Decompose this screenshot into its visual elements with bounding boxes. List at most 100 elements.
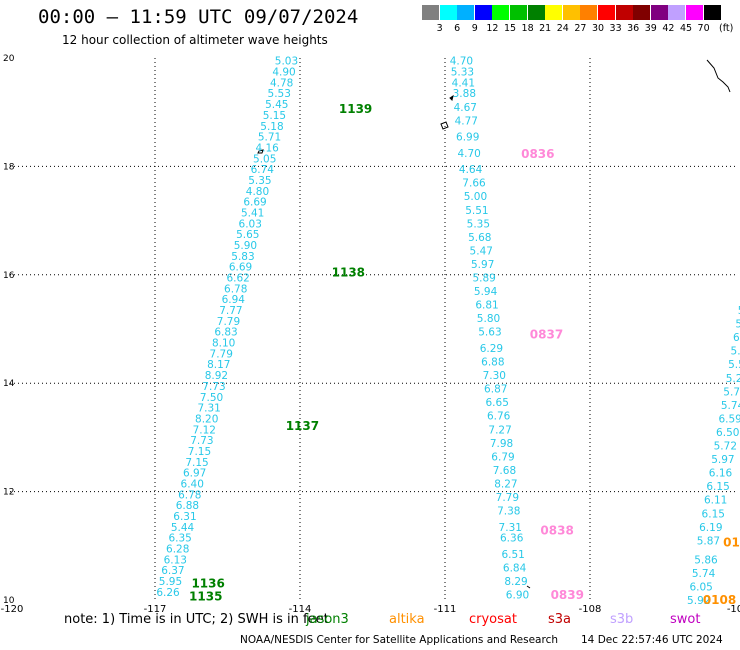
scale-swatch	[457, 5, 475, 20]
wave-height-value: 5.44	[171, 522, 195, 534]
wave-height-value: 5.18	[260, 121, 283, 133]
wave-height-value: 5.87	[697, 535, 720, 547]
pass-time-label: 0836	[521, 147, 554, 161]
wave-height-value: 6.15	[706, 481, 729, 493]
wave-height-value: 5.83	[231, 251, 254, 263]
wave-height-value: 7.79	[217, 316, 240, 328]
wave-height-value: 7.15	[188, 446, 211, 458]
pass-time-label: 0839	[551, 588, 584, 602]
wave-height-value: 5.68	[468, 232, 491, 244]
wave-height-value: 6.62	[226, 273, 249, 285]
scale-unit: (ft)	[719, 23, 734, 34]
wave-height-value: 6.88	[481, 357, 504, 369]
wave-height-value: 5.41	[241, 207, 264, 219]
wave-height-value: 6.29	[480, 343, 503, 355]
scale-swatch	[633, 5, 651, 20]
wave-height-value: 6.11	[704, 495, 727, 507]
scale-swatch	[527, 5, 545, 20]
island-mark	[526, 585, 531, 589]
wave-height-value: 5.03	[275, 56, 298, 68]
wave-height-value: 7.66	[462, 178, 486, 190]
scale-label: 21	[539, 23, 552, 34]
wave-height-value: 5.97	[471, 259, 494, 271]
wave-height-value: 5.60	[735, 319, 740, 331]
footer-timestamp: 14 Dec 22:57:46 UTC 2024	[581, 634, 723, 646]
wave-height-value: 5.74	[692, 568, 716, 580]
wave-height-value: 6.88	[176, 500, 199, 512]
scale-swatch	[615, 5, 633, 20]
wave-height-value: 7.77	[219, 305, 242, 317]
longitude-label: -111	[434, 604, 457, 612]
wave-height-value: 4.77	[455, 115, 478, 127]
longitude-label: -108	[579, 604, 602, 612]
wave-height-value: 7.73	[190, 435, 213, 447]
wave-height-value: 6.78	[178, 489, 201, 501]
wave-height-value: 8.17	[207, 359, 230, 371]
wave-height-value: 6.51	[501, 549, 524, 561]
wave-height-value: 6.50	[716, 427, 739, 439]
wave-height-value: 6.05	[689, 581, 712, 593]
wave-height-value: 7.12	[193, 424, 216, 436]
wave-height-value: 8.20	[195, 413, 218, 425]
wave-height-value: 6.35	[168, 533, 191, 545]
wave-height-value: 7.68	[493, 465, 516, 477]
island-mark	[257, 149, 264, 154]
wave-height-value: 5.77	[723, 386, 740, 398]
scale-label: 12	[486, 23, 499, 34]
wave-height-value: 6.37	[161, 565, 184, 577]
scale-swatch	[474, 5, 492, 20]
wave-height-value: 7.31	[197, 403, 220, 415]
wave-height-value: 5.74	[721, 400, 740, 412]
wave-height-value: 7.31	[499, 522, 522, 534]
wave-height-value: 5.35	[248, 175, 271, 187]
wave-height-value: 5.26	[731, 346, 740, 358]
wave-height-value: 7.15	[185, 457, 208, 469]
wave-height-value: 5.92	[687, 595, 710, 607]
wave-height-value: 6.79	[491, 451, 514, 463]
wave-height-value: 5.51	[465, 205, 488, 217]
wave-height-value: 5.35	[467, 218, 490, 230]
pass-time-labels: 1139113811371136113508360837083808390100…	[189, 102, 740, 607]
wave-height-value: 8.27	[494, 478, 517, 490]
pass-time-label: 1136	[191, 577, 224, 591]
wave-height-value: 4.70	[457, 148, 480, 160]
pass-time-label: 1137	[286, 419, 319, 433]
scale-label: 3	[436, 23, 443, 34]
wave-height-value: 4.70	[450, 56, 473, 68]
scale-label: 30	[591, 23, 605, 34]
latitude-label: 16	[3, 271, 15, 281]
wave-height-value: 5.05	[253, 153, 276, 165]
wave-height-value: 6.28	[166, 544, 189, 556]
wave-height-value: 6.69	[229, 262, 252, 274]
longitude-label: -10	[727, 604, 740, 612]
wave-height-value: 6.15	[702, 508, 725, 520]
wave-height-value: 6.59	[718, 413, 740, 425]
satellite-legend-item: cryosat	[469, 612, 517, 627]
scale-label: 42	[662, 23, 675, 34]
wave-height-value: 6.26	[156, 587, 180, 599]
wave-height-value: 7.38	[497, 506, 520, 518]
latitude-label: 12	[3, 488, 14, 498]
wave-height-value: 5.95	[159, 576, 182, 588]
wave-height-value: 6.65	[486, 397, 509, 409]
wave-height-value: 7.79	[210, 348, 233, 360]
wave-height-value: 4.41	[452, 77, 475, 89]
wave-height-value: 7.27	[488, 424, 511, 436]
scale-label: 27	[574, 23, 587, 34]
satellite-legend-item: altika	[389, 612, 425, 627]
units-note: note: 1) Time is in UTC; 2) SWH is in fe…	[64, 612, 329, 627]
wave-height-value: 7.50	[200, 392, 223, 404]
wave-height-value: 6.37	[733, 332, 740, 344]
scale-label: 39	[644, 23, 657, 34]
scale-swatch	[562, 5, 580, 20]
satellite-legend-item: jason3	[306, 612, 349, 627]
wave-height-value: 7.98	[490, 438, 513, 450]
wave-height-value: 5.86	[694, 554, 718, 566]
pass-time-label: 1135	[189, 590, 222, 604]
pass-time-label: 0837	[530, 327, 563, 341]
scale-label: 70	[697, 23, 710, 34]
latitude-label: 14	[3, 379, 15, 389]
wave-height-value: 5.53	[268, 88, 291, 100]
scale-label: 9	[471, 23, 478, 34]
scale-label: 24	[556, 23, 569, 34]
